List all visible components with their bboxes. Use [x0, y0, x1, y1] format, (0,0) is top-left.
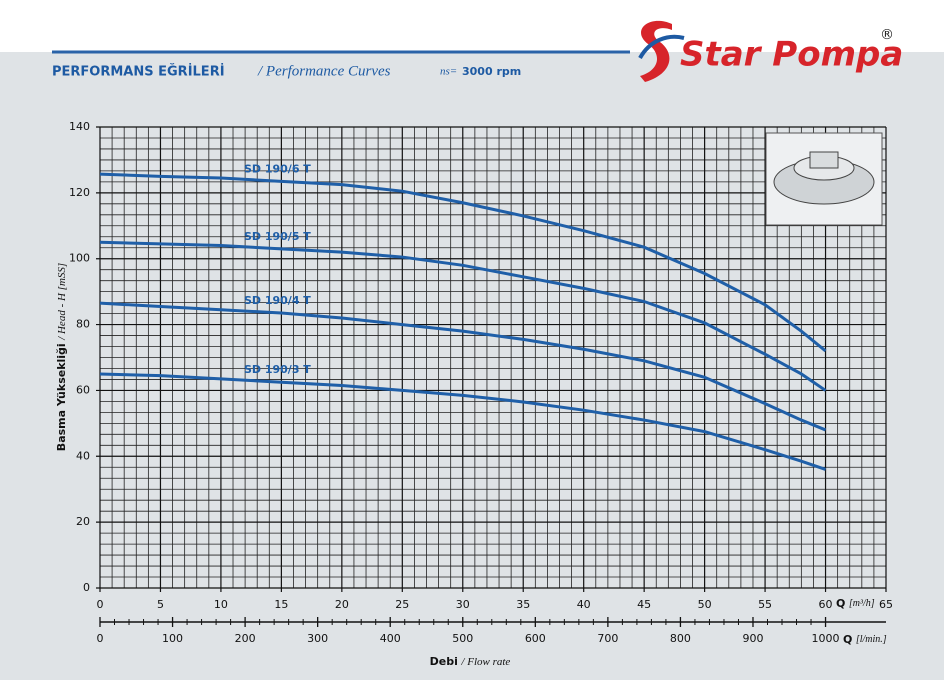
x-axis-label: Debi / Flow rate	[430, 655, 511, 668]
series-label: SD 190/3 T	[244, 363, 311, 376]
x2-tick-label: 1000	[812, 632, 840, 645]
x2-tick-label: 500	[452, 632, 473, 645]
x-tick-label: 55	[758, 598, 772, 611]
x-tick-label: 20	[335, 598, 349, 611]
x2-tick-label: 700	[597, 632, 618, 645]
x2-unit-symbol: Q	[843, 633, 852, 646]
y-tick-label: 120	[69, 186, 90, 199]
series-label: SD 190/5 T	[244, 230, 311, 243]
x-unit: Q [m³/h]	[836, 597, 875, 610]
impeller-eye	[809, 151, 839, 169]
y-tick-label: 60	[76, 383, 90, 396]
y-tick-label: 140	[69, 120, 90, 133]
x-tick-label: 15	[274, 598, 288, 611]
x-unit-detail: [m³/h]	[849, 598, 875, 609]
registered: ®	[880, 27, 894, 43]
title-en: / Performance Curves	[257, 63, 391, 79]
series-label: SD 190/6 T	[244, 162, 311, 175]
y-tick-label: 0	[83, 581, 90, 594]
x-tick-label: 30	[456, 598, 470, 611]
y-axis-label: Basma Yüksekliği / Head - H [mSS]	[55, 263, 68, 451]
y-tick-label: 100	[69, 252, 90, 265]
x-unit-symbol: Q	[836, 597, 845, 610]
header-band	[0, 0, 944, 52]
x-tick-label: 0	[97, 598, 104, 611]
x-tick-label: 5	[157, 598, 164, 611]
y-tick-label: 20	[76, 515, 90, 528]
x2-tick-label: 600	[525, 632, 546, 645]
y-label-tr: Basma Yüksekliği	[55, 343, 68, 451]
logo-swoosh	[638, 34, 685, 60]
x2-unit-detail: [l/min.]	[856, 634, 887, 645]
x-label-en: / Flow rate	[460, 656, 510, 668]
y-tick-label: 40	[76, 449, 90, 462]
x2-tick-label: 400	[380, 632, 401, 645]
x2-tick-label: 300	[307, 632, 328, 645]
x-tick-label: 65	[879, 598, 893, 611]
x-tick-label: 10	[214, 598, 228, 611]
logo-mark	[640, 20, 672, 82]
x2-tick-label: 0	[97, 632, 104, 645]
x-tick-label: 50	[698, 598, 712, 611]
ns-label: ns=	[440, 66, 457, 78]
x2-unit: Q [l/min.]	[843, 633, 887, 646]
x-label-tr: Debi	[430, 655, 458, 668]
impeller-box	[765, 132, 883, 226]
x2-tick-label: 900	[742, 632, 763, 645]
series-label: SD 190/4 T	[244, 294, 311, 307]
y-label-en: / Head - H [mSS]	[56, 263, 68, 341]
x-tick-label: 40	[577, 598, 591, 611]
x-tick-label: 45	[637, 598, 651, 611]
series-line	[99, 172, 827, 353]
title-tr: PERFORMANS EĞRİLERİ	[52, 64, 225, 80]
x-tick-label: 25	[395, 598, 409, 611]
x2-tick-label: 800	[670, 632, 691, 645]
x2-tick-label: 200	[235, 632, 256, 645]
series-line	[99, 301, 827, 432]
x-tick-label: 60	[819, 598, 833, 611]
ns-value: 3000 rpm	[462, 65, 521, 78]
brand: Star Pompa	[680, 35, 903, 75]
series-line	[99, 372, 827, 471]
x-tick-label: 35	[516, 598, 530, 611]
y-tick-label: 80	[76, 318, 90, 331]
series-line	[99, 240, 827, 392]
x2-tick-label: 100	[162, 632, 183, 645]
